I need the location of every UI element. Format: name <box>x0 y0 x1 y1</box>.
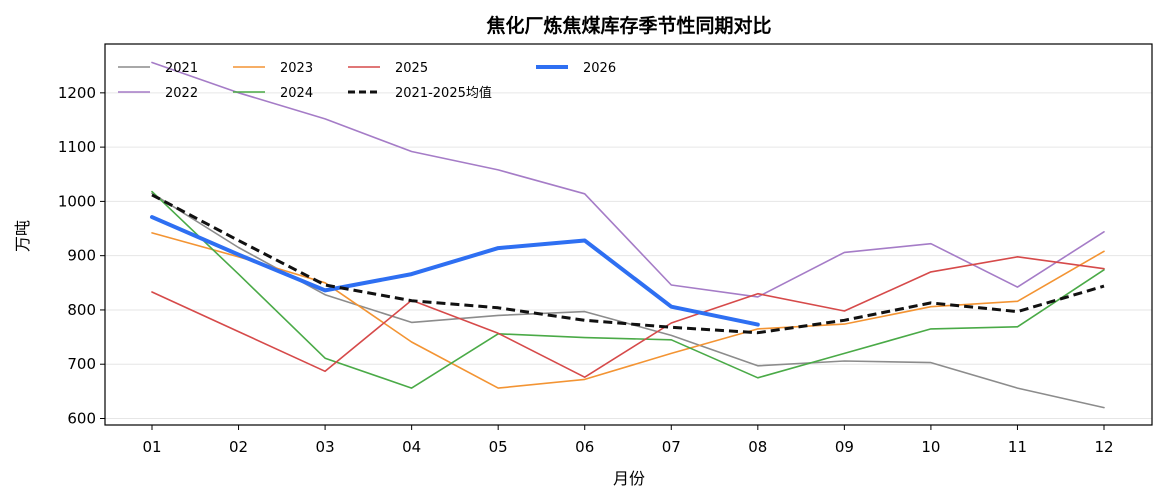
series-line-2023 <box>151 232 1105 389</box>
x-tick-label: 02 <box>229 438 248 456</box>
series-line-2026 <box>150 215 760 327</box>
legend-label: 2026 <box>583 61 616 76</box>
legend: 2021 2022 2023 2024 2025 2021-2025均值 2026 <box>118 61 616 101</box>
gridlines <box>105 92 1152 419</box>
x-tick-label: 05 <box>489 438 508 456</box>
legend-label: 2023 <box>280 61 313 76</box>
legend-label: 2022 <box>165 86 198 101</box>
series-line-2025 <box>151 255 1105 379</box>
series-line-2021 <box>151 192 1105 409</box>
y-tick-label: 600 <box>67 409 96 427</box>
y-axis-label: 万吨 <box>13 220 32 252</box>
x-tick-label: 09 <box>835 438 854 456</box>
x-axis-label: 月份 <box>613 469 645 488</box>
y-axis: 600 700 800 900 1000 1100 1200 <box>58 84 105 427</box>
series-line-2021-2025均值 <box>151 193 1105 335</box>
series-lines <box>150 61 1105 409</box>
x-tick-label: 06 <box>575 438 594 456</box>
series-line-2024 <box>151 190 1105 389</box>
y-tick-label: 900 <box>67 247 96 265</box>
x-tick-label: 11 <box>1008 438 1027 456</box>
series-line-2022 <box>151 61 1105 298</box>
x-axis: 01 02 03 04 05 06 07 08 09 10 11 12 <box>142 425 1114 456</box>
chart-title: 焦化厂炼焦煤库存季节性同期对比 <box>485 14 771 37</box>
legend-label: 2025 <box>395 61 428 76</box>
legend-label: 2024 <box>280 86 313 101</box>
y-tick-label: 700 <box>67 355 96 373</box>
x-tick-label: 12 <box>1094 438 1113 456</box>
y-tick-label: 1200 <box>58 84 96 102</box>
x-tick-label: 08 <box>748 438 767 456</box>
x-tick-label: 10 <box>921 438 940 456</box>
plot-area-frame <box>104 43 1153 426</box>
legend-label: 2021-2025均值 <box>395 85 492 101</box>
x-tick-label: 01 <box>142 438 161 456</box>
x-tick-label: 07 <box>662 438 681 456</box>
x-tick-label: 04 <box>402 438 421 456</box>
legend-label: 2021 <box>165 61 198 76</box>
y-tick-label: 1100 <box>58 138 96 156</box>
y-tick-label: 800 <box>67 301 96 319</box>
x-tick-label: 03 <box>316 438 335 456</box>
y-tick-label: 1000 <box>58 192 96 210</box>
